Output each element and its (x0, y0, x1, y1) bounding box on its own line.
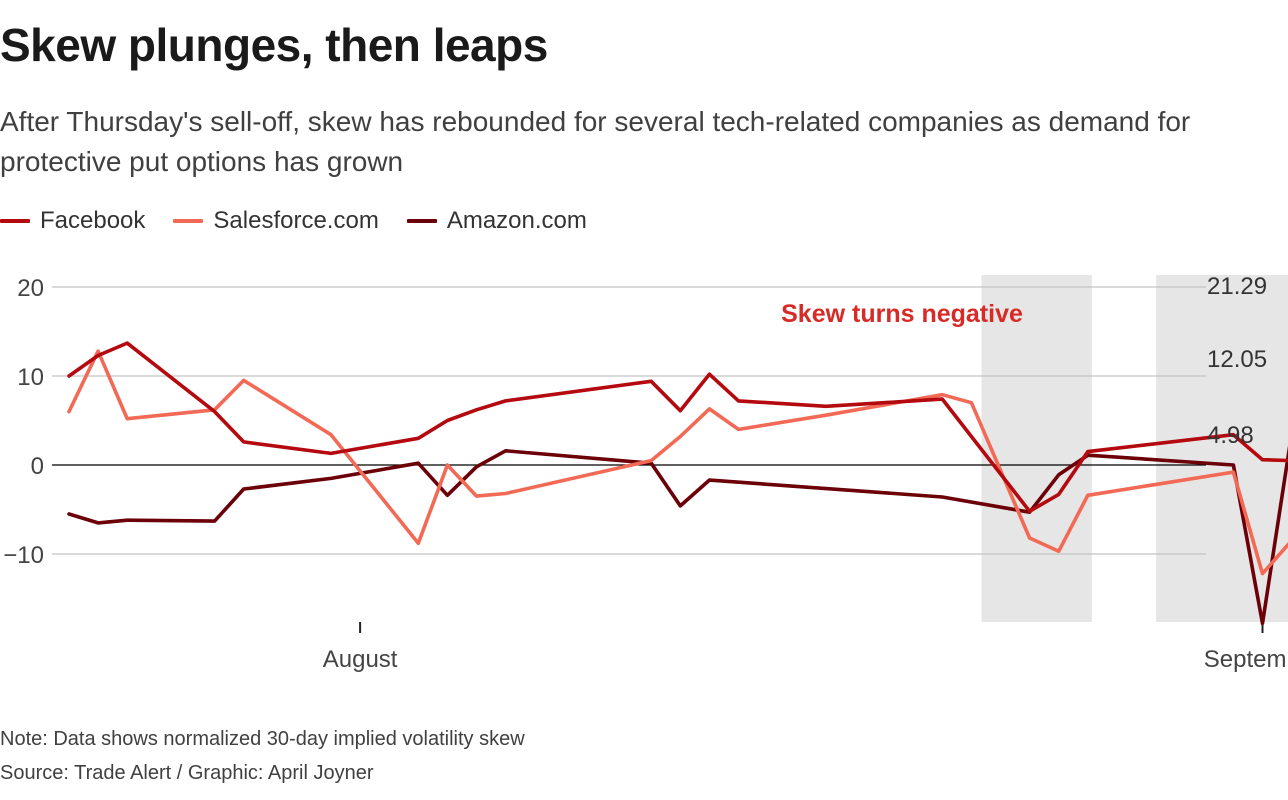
annotation-skew-negative: Skew turns negative (781, 300, 1023, 328)
x-tick-label: September (1204, 646, 1288, 673)
line-chart: Skew turns negative −10 0 10 20 August Septemb… (3, 273, 1288, 673)
legend-item-facebook: Facebook (0, 207, 145, 235)
series-lines (67, 341, 1288, 626)
shaded-period-2 (1156, 275, 1288, 622)
shaded-periods (981, 275, 1288, 622)
legend-item-salesforce: Salesforce.com (173, 207, 379, 235)
legend: Facebook Salesforce.com Amazon.com (0, 206, 615, 236)
end-value-label: 4.98 (1207, 422, 1254, 449)
legend-swatch-salesforce (173, 219, 204, 223)
y-tick-label: 10 (17, 364, 44, 391)
chart-source: Source: Trade Alert / Graphic: April Joy… (0, 762, 374, 784)
legend-swatch-amazon (406, 219, 437, 223)
gridlines (52, 286, 1206, 555)
axes (359, 622, 1264, 633)
chart-subtitle: After Thursday's sell-off, skew has rebo… (0, 106, 1191, 177)
series-line-salesforce-com (67, 349, 1288, 576)
series-line-facebook (67, 341, 1288, 514)
y-tick-label: 0 (31, 453, 44, 480)
chart-labels: Skew turns negative −10 0 10 20 August Septemb… (3, 273, 1288, 673)
legend-swatch-facebook (0, 219, 30, 223)
legend-label-amazon: Amazon.com (446, 207, 587, 234)
chart-note: Note: Data shows normalized 30-day impli… (0, 728, 525, 750)
legend-label-facebook: Facebook (40, 207, 146, 234)
end-value-label: 21.29 (1207, 273, 1267, 300)
y-tick-label: −10 (3, 542, 44, 569)
y-tick-label: 20 (17, 275, 44, 302)
legend-item-amazon: Amazon.com (406, 207, 587, 235)
shaded-period-1 (981, 275, 1092, 622)
legend-label-salesforce: Salesforce.com (213, 207, 379, 234)
x-tick-label: August (323, 646, 398, 673)
chart-title: Skew plunges, then leaps (0, 19, 548, 71)
end-value-label: 12.05 (1207, 346, 1267, 373)
